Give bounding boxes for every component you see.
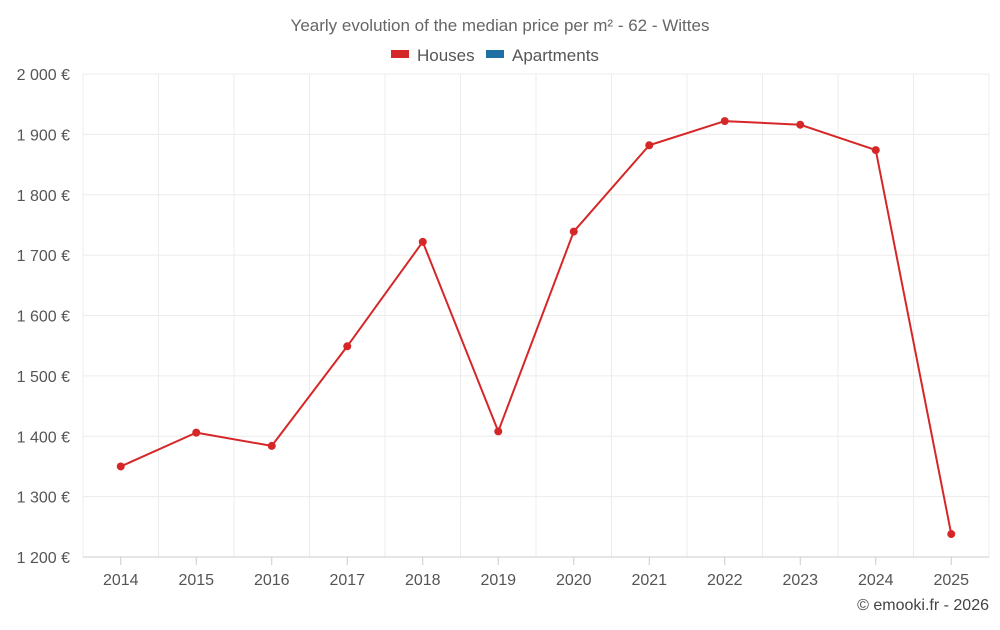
data-point[interactable]	[116, 462, 125, 471]
data-point[interactable]	[418, 237, 427, 246]
x-tick-label: 2020	[556, 572, 592, 589]
legend-swatch-apartments	[486, 50, 504, 58]
x-tick-label: 2015	[178, 572, 214, 589]
data-point[interactable]	[343, 342, 352, 351]
series-line-houses	[120, 120, 953, 535]
y-tick-label: 1 500 €	[17, 369, 70, 386]
legend-label-houses: Houses	[417, 46, 475, 65]
data-point[interactable]	[796, 120, 805, 129]
data-point[interactable]	[645, 141, 654, 150]
legend: Houses Apartments	[391, 46, 599, 65]
x-tick-label: 2025	[933, 572, 969, 589]
x-tick-label: 2018	[405, 572, 441, 589]
y-tick-label: 1 800 €	[17, 188, 70, 205]
x-tick-label: 2022	[707, 572, 743, 589]
y-tick-label: 1 200 €	[17, 550, 70, 567]
legend-item-houses[interactable]: Houses	[391, 46, 475, 65]
credit-text: © emooki.fr - 2026	[857, 597, 989, 614]
chart-title: Yearly evolution of the median price per…	[291, 16, 710, 35]
x-tick-label: 2021	[631, 572, 667, 589]
x-tick-label: 2023	[782, 572, 818, 589]
gridlines	[82, 73, 990, 557]
x-tick-label: 2014	[103, 572, 139, 589]
y-tick-label: 2 000 €	[17, 67, 70, 84]
x-tick-label: 2016	[254, 572, 290, 589]
x-tick-label: 2017	[329, 572, 365, 589]
data-point[interactable]	[192, 428, 201, 437]
y-tick-label: 1 300 €	[17, 490, 70, 507]
data-point[interactable]	[494, 427, 503, 436]
y-tick-label: 1 600 €	[17, 309, 70, 326]
data-point[interactable]	[720, 117, 729, 126]
y-axis-ticks: 1 200 € 1 300 € 1 400 € 1 500 € 1 600 € 1 700…	[17, 67, 70, 567]
data-point[interactable]	[947, 530, 956, 539]
legend-item-apartments[interactable]: Apartments	[486, 46, 599, 65]
x-tick-label: 2019	[480, 572, 516, 589]
y-tick-label: 1 700 €	[17, 248, 70, 265]
data-point[interactable]	[569, 227, 578, 236]
legend-swatch-houses	[391, 50, 409, 58]
legend-label-apartments: Apartments	[512, 46, 599, 65]
data-point[interactable]	[267, 441, 276, 450]
y-tick-label: 1 900 €	[17, 127, 70, 144]
data-point[interactable]	[871, 146, 880, 155]
y-tick-label: 1 400 €	[17, 429, 70, 446]
series-layer	[116, 117, 956, 539]
x-tick-label: 2024	[858, 572, 894, 589]
x-axis-ticks: 2014 2015 2016 2017 2018 2019 2020 2021 2022 2023…	[103, 557, 969, 589]
